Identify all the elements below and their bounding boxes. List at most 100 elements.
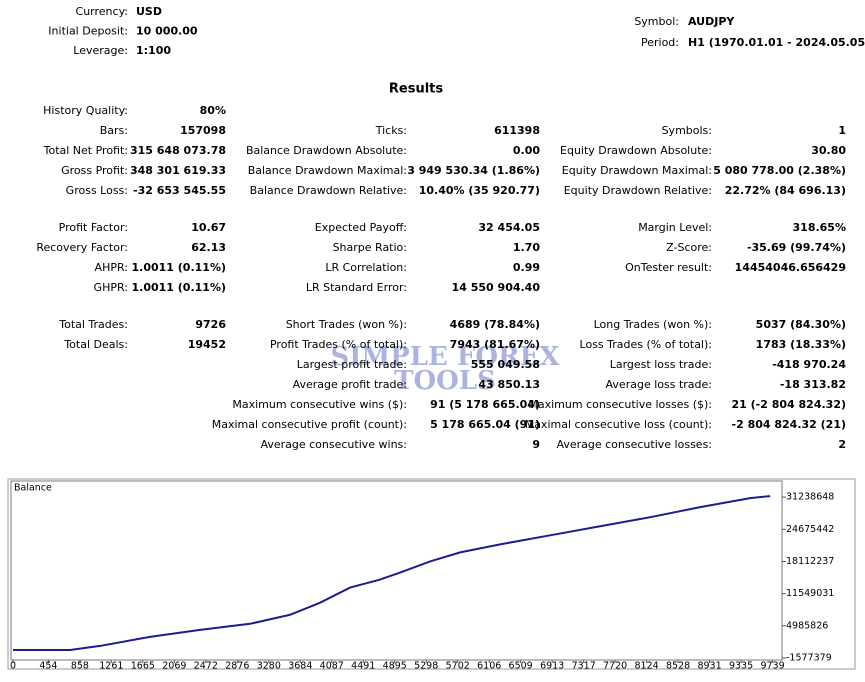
stat-value: 10.40% (35 920.77) bbox=[419, 184, 540, 197]
stat-value: 7943 (81.67%) bbox=[450, 338, 540, 351]
stat-label: Gross Loss: bbox=[66, 184, 128, 197]
stat-label: Sharpe Ratio: bbox=[333, 241, 407, 254]
x-tick-label: 8124 bbox=[635, 661, 659, 672]
stat-label: Gross Profit: bbox=[61, 164, 128, 177]
field-value: 1:100 bbox=[136, 44, 171, 57]
y-tick-label: -1577379 bbox=[786, 652, 832, 663]
field-label: Leverage: bbox=[73, 44, 128, 57]
stat-label: Balance Drawdown Absolute: bbox=[246, 144, 407, 157]
stat-value: 5 080 778.00 (2.38%) bbox=[713, 164, 846, 177]
stat-value: 62.13 bbox=[191, 241, 226, 254]
balance-line bbox=[13, 495, 771, 651]
x-tick-label: 5298 bbox=[414, 661, 438, 672]
x-tick-label: 7720 bbox=[603, 661, 627, 672]
stat-value: 348 301 619.33 bbox=[130, 164, 226, 177]
x-tick-label: 9739 bbox=[760, 661, 784, 672]
x-tick-label: 8528 bbox=[666, 661, 690, 672]
stat-label: Equity Drawdown Maximal: bbox=[562, 164, 712, 177]
x-tick-label: 4087 bbox=[320, 661, 344, 672]
x-tick-label: 7317 bbox=[572, 661, 596, 672]
x-tick-label: 858 bbox=[71, 661, 89, 672]
stat-value: 1.0011 (0.11%) bbox=[132, 261, 227, 274]
stat-value: 318.65% bbox=[793, 221, 846, 234]
stat-label: Z-Score: bbox=[666, 241, 712, 254]
stat-label: Average consecutive losses: bbox=[556, 438, 712, 451]
stat-value: 32 454.05 bbox=[478, 221, 540, 234]
stat-label: LR Correlation: bbox=[325, 261, 407, 274]
stat-value: 22.72% (84 696.13) bbox=[725, 184, 846, 197]
stat-value: 19452 bbox=[188, 338, 226, 351]
stat-label: Average profit trade: bbox=[293, 378, 407, 391]
x-tick-label: 6913 bbox=[540, 661, 564, 672]
stat-label: Loss Trades (% of total): bbox=[580, 338, 712, 351]
stat-label: Total Net Profit: bbox=[43, 144, 128, 157]
stat-value: -32 653 545.55 bbox=[133, 184, 226, 197]
stat-label: Maximum consecutive losses ($): bbox=[528, 398, 712, 411]
stat-value: 2 bbox=[838, 438, 846, 451]
stat-value: 14454046.656429 bbox=[735, 261, 846, 274]
stat-value: 21 (-2 804 824.32) bbox=[732, 398, 846, 411]
x-tick-label: 8931 bbox=[697, 661, 721, 672]
stat-value: -418 970.24 bbox=[772, 358, 846, 371]
stat-value: 14 550 904.40 bbox=[452, 281, 541, 294]
plot-area bbox=[10, 480, 783, 661]
y-tick-label: 4985826 bbox=[786, 620, 828, 631]
x-tick-label: 2876 bbox=[225, 661, 249, 672]
x-tick-label: 4491 bbox=[351, 661, 375, 672]
stat-value: 4689 (78.84%) bbox=[450, 318, 540, 331]
results-title: Results bbox=[389, 82, 443, 97]
stat-label: Ticks: bbox=[375, 124, 407, 137]
stat-value: 157098 bbox=[180, 124, 226, 137]
stat-label: Largest profit trade: bbox=[297, 358, 407, 371]
stat-label: Largest loss trade: bbox=[610, 358, 712, 371]
stat-label: Symbols: bbox=[662, 124, 712, 137]
x-tick-label: 2472 bbox=[194, 661, 218, 672]
stat-value: 1.70 bbox=[513, 241, 540, 254]
x-tick-label: 9335 bbox=[729, 661, 753, 672]
y-tick-label: 31238648 bbox=[786, 492, 834, 503]
x-tick-label: 5702 bbox=[446, 661, 470, 672]
stat-label: Total Trades: bbox=[58, 318, 128, 331]
y-tick-label: 18112237 bbox=[786, 556, 834, 567]
stat-value: 30.80 bbox=[811, 144, 846, 157]
stat-value: 0.00 bbox=[513, 144, 540, 157]
stat-label: Maximum consecutive wins ($): bbox=[232, 398, 407, 411]
stat-value: -35.69 (99.74%) bbox=[747, 241, 846, 254]
stat-label: Short Trades (won %): bbox=[286, 318, 407, 331]
stat-label: Bars: bbox=[100, 124, 128, 137]
x-tick-label: 1665 bbox=[131, 661, 155, 672]
x-tick-label: 454 bbox=[39, 661, 57, 672]
stat-label: Equity Drawdown Relative: bbox=[564, 184, 712, 197]
field-label: Symbol: bbox=[634, 15, 679, 28]
stat-label: Total Deals: bbox=[63, 338, 128, 351]
stat-value: 0.99 bbox=[513, 261, 540, 274]
stat-label: History Quality: bbox=[43, 104, 128, 117]
x-tick-label: 1261 bbox=[99, 661, 123, 672]
stat-label: OnTester result: bbox=[625, 261, 712, 274]
stat-value: 1.0011 (0.11%) bbox=[132, 281, 227, 294]
stat-value: 9726 bbox=[195, 318, 226, 331]
stat-label: Average consecutive wins: bbox=[260, 438, 407, 451]
x-tick-label: 6509 bbox=[509, 661, 533, 672]
field-label: Currency: bbox=[76, 5, 128, 18]
stat-value: 1 bbox=[838, 124, 846, 137]
stat-value: 5 178 665.04 (91) bbox=[430, 418, 540, 431]
field-value: USD bbox=[136, 5, 162, 18]
stat-value: 1783 (18.33%) bbox=[756, 338, 846, 351]
field-value: 10 000.00 bbox=[136, 25, 198, 38]
stat-value: 43 850.13 bbox=[478, 378, 540, 391]
stat-value: -18 313.82 bbox=[780, 378, 846, 391]
stat-label: Equity Drawdown Absolute: bbox=[560, 144, 712, 157]
x-tick-label: 4895 bbox=[383, 661, 407, 672]
stat-value: 611398 bbox=[494, 124, 540, 137]
stat-value: -2 804 824.32 (21) bbox=[732, 418, 846, 431]
stat-label: Recovery Factor: bbox=[36, 241, 128, 254]
x-tick-label: 3684 bbox=[288, 661, 312, 672]
stat-label: Profit Factor: bbox=[59, 221, 128, 234]
watermark: SIMPLE FOREX bbox=[330, 342, 560, 372]
watermark: TOOLS bbox=[394, 366, 496, 396]
stat-label: Long Trades (won %): bbox=[594, 318, 712, 331]
stat-label: Maximal consecutive profit (count): bbox=[212, 418, 407, 431]
stat-label: Balance Drawdown Maximal: bbox=[248, 164, 407, 177]
